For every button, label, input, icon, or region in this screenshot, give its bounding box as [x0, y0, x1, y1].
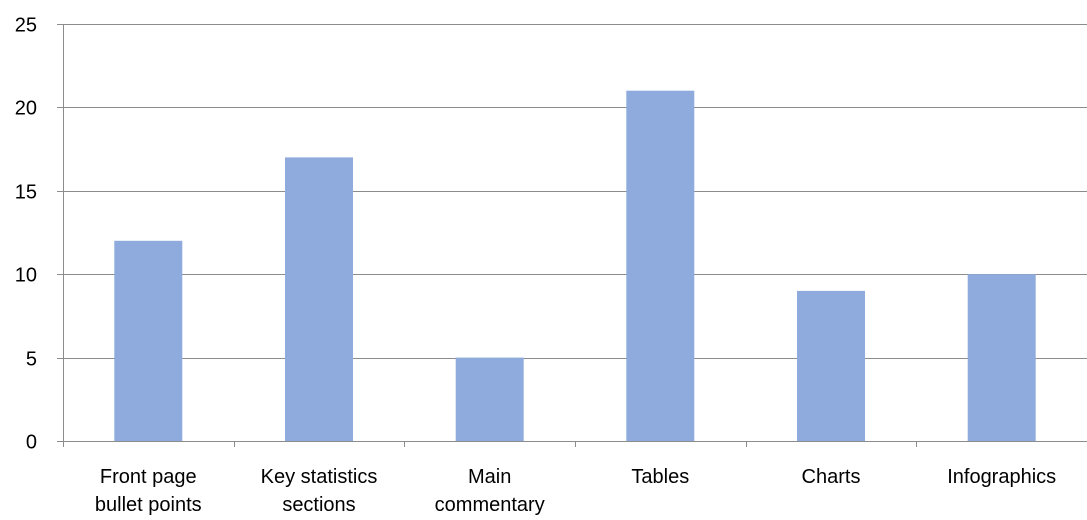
x-tick-label: Infographics [947, 466, 1056, 488]
bar [797, 290, 865, 441]
y-tick-label: 20 [15, 98, 37, 120]
gridlines [63, 24, 1087, 359]
x-axis-tick-labels: Front page bullet points Key statistics sec… [95, 466, 1056, 516]
x-tick-label-line: Tables [631, 466, 689, 488]
x-tick-label-line: Front page [100, 466, 197, 488]
bar [455, 357, 524, 441]
x-tick-label-line: Infographics [947, 466, 1056, 488]
x-tick-label-line: bullet points [95, 494, 202, 516]
x-tick-label: Charts [802, 466, 861, 488]
x-tick-label: Front page bullet points [95, 466, 202, 516]
x-tick-label: Key statistics sections [261, 466, 378, 516]
y-tick-label: 0 [26, 432, 37, 454]
axes [57, 24, 1087, 447]
y-axis-tick-labels: 0 5 10 15 20 25 [15, 15, 37, 454]
x-tick-label: Main commentary [435, 466, 545, 516]
x-tick-label-line: Key statistics [261, 466, 378, 488]
y-tick-label: 25 [15, 15, 37, 37]
x-tick-label: Tables [631, 466, 689, 488]
bar [626, 90, 695, 441]
bars [114, 90, 1036, 441]
bar [285, 157, 353, 441]
bar [114, 240, 183, 441]
x-tick-label-line: commentary [435, 494, 545, 516]
bar [967, 274, 1036, 441]
y-tick-label: 10 [15, 265, 37, 287]
x-tick-label-line: sections [282, 494, 355, 516]
y-tick-label: 15 [15, 182, 37, 204]
x-tick-label-line: Main [468, 466, 511, 488]
x-tick-label-line: Charts [802, 466, 861, 488]
y-tick-label: 5 [26, 349, 37, 371]
